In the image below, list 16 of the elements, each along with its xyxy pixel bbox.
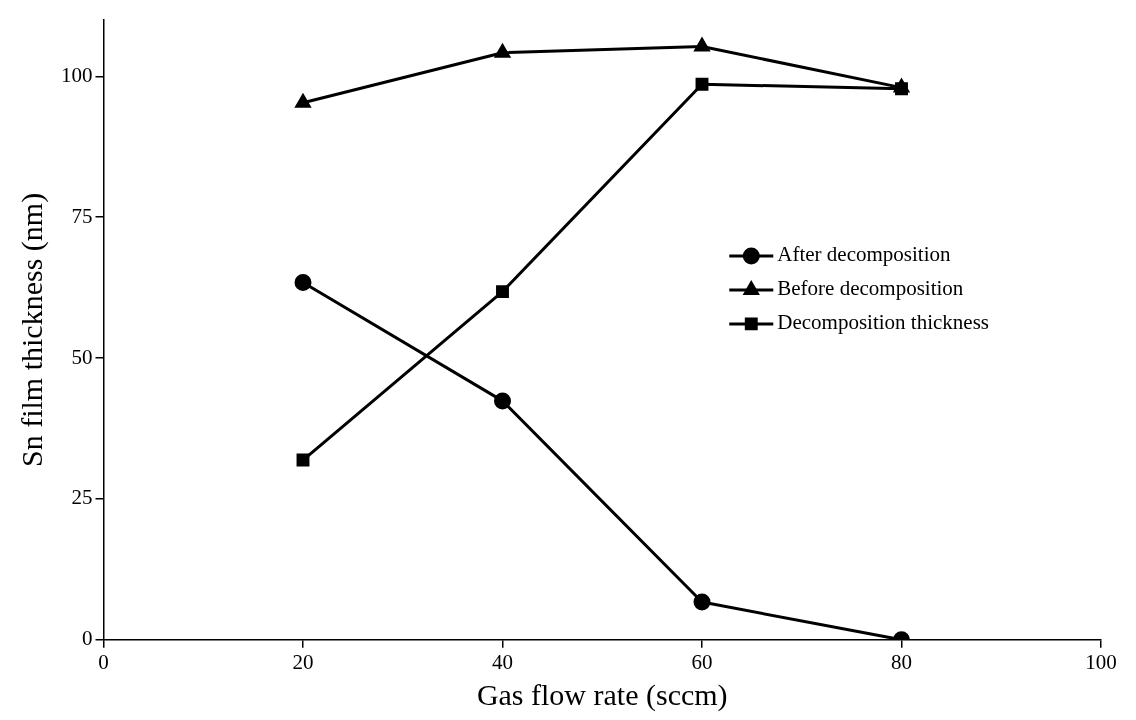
legend-label: After decomposition (777, 242, 951, 267)
x-tick-label: 100 (1085, 649, 1117, 674)
y-tick-label: 75 (71, 203, 93, 228)
y-tick-label: 25 (71, 485, 93, 510)
legend-label: Decomposition thickness (777, 310, 990, 335)
y-tick-label: 100 (61, 62, 93, 87)
x-tick-label: 80 (891, 649, 912, 674)
x-tick-label: 0 (98, 649, 109, 674)
x-tick-label: 20 (292, 649, 314, 674)
legend-label: Before decomposition (777, 276, 964, 301)
x-tick-label: 40 (492, 649, 513, 674)
x-axis-title: Gas flow rate (sccm) (476, 677, 728, 712)
y-tick-label: 0 (82, 626, 93, 651)
x-tick-label: 60 (691, 649, 713, 674)
y-axis-title: Sn film thickness (nm) (14, 192, 49, 467)
y-tick-label: 50 (71, 344, 93, 369)
